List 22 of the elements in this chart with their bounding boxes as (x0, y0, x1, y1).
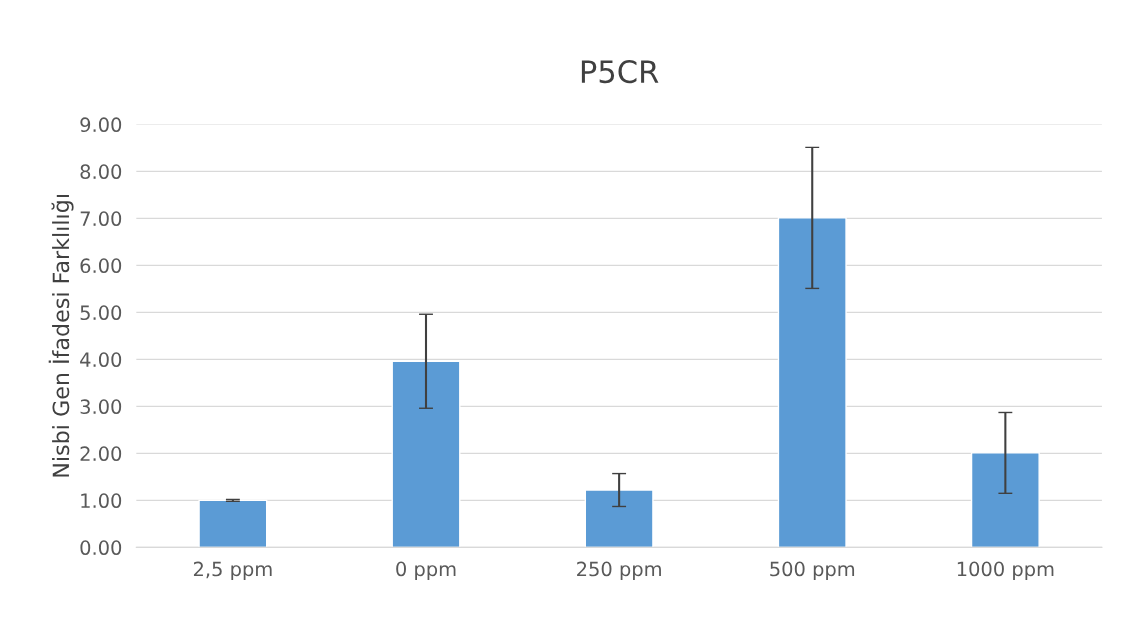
bar (777, 217, 847, 548)
y-tick-label: 2.00 (80, 446, 122, 462)
y-tick-label: 6.00 (80, 258, 122, 274)
y-tick-label: 0.00 (80, 540, 122, 556)
y-tick-label: 1.00 (81, 493, 122, 509)
y-tick-label: 7.00 (80, 211, 122, 227)
bar (970, 452, 1040, 548)
x-tick-label: 250 ppm (577, 561, 661, 581)
x-tick-label: 2,5 ppm (193, 561, 272, 581)
x-tick-label: 1000 ppm (957, 561, 1054, 581)
bar (584, 489, 654, 548)
y-tick-label: 5.00 (80, 305, 122, 321)
y-tick-label: 9.00 (80, 117, 122, 133)
chart-title: P5CR (581, 60, 659, 84)
y-tick-label: 4.00 (80, 352, 122, 368)
x-tick-label: 0 ppm (396, 561, 456, 581)
x-tick-label: 500 ppm (770, 561, 855, 581)
bar (391, 360, 461, 548)
bar (198, 499, 268, 548)
y-tick-label: 3.00 (80, 399, 122, 415)
y-tick-label: 8.00 (80, 164, 122, 180)
y-axis-title: Nisbi Gen İfadesi Farklılığı (48, 195, 74, 477)
